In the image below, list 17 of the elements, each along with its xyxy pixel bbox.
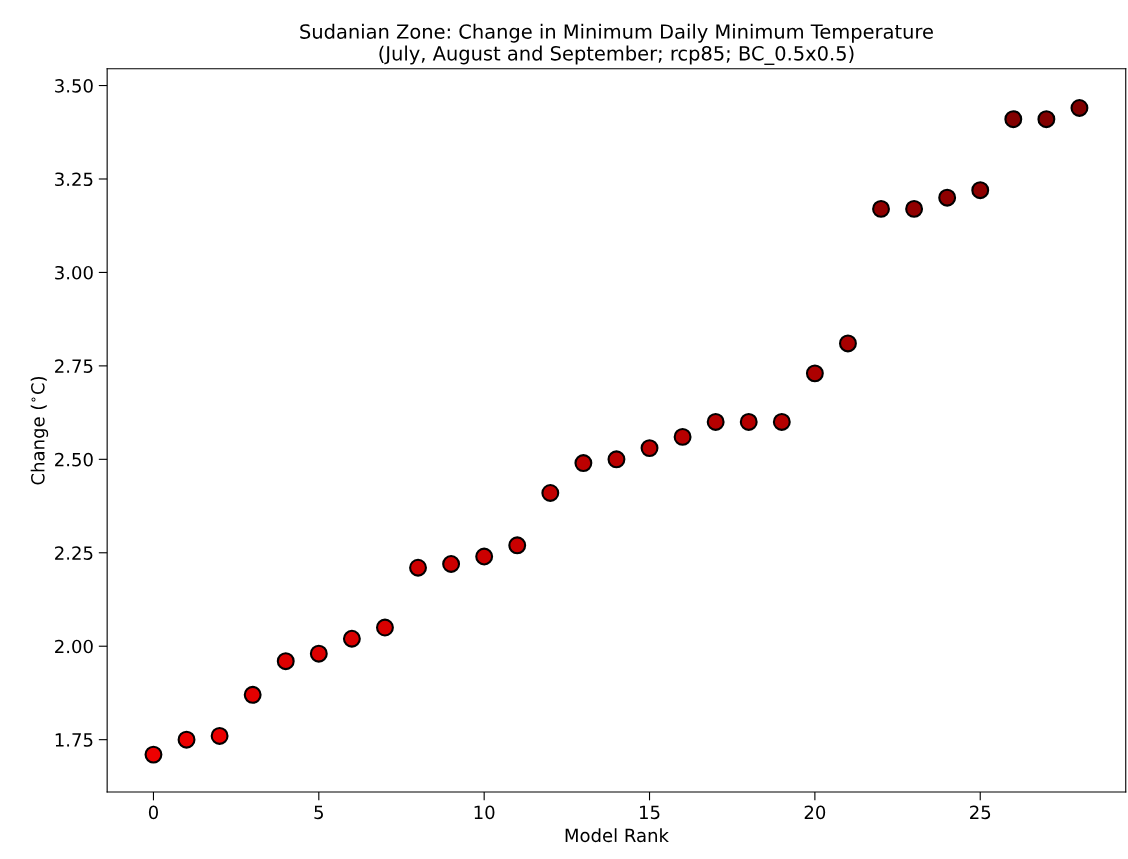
x-axis-title: Model Rank (565, 828, 669, 843)
x-tick-label: 15 (640, 805, 660, 820)
x-tick-label: 10 (474, 805, 495, 820)
y-axis-title: Change ($^{∘}$C) (30, 376, 49, 485)
y-tick-label: 2.75 (55, 359, 93, 373)
chart-title: Sudanian Zone: Change in Minimum Daily Minimum Temperature (July, August and September; rcp85; BC_0.5x0.5) (300, 23, 933, 65)
y-tick-label: 3.25 (55, 172, 93, 187)
y-tick-label: 3.00 (55, 265, 93, 280)
x-tick-label: 25 (970, 805, 991, 820)
y-tick-label: 1.75 (55, 733, 93, 747)
x-tick-label: 20 (804, 805, 826, 820)
x-tick-label: 5 (314, 805, 323, 820)
y-tick-label: 2.25 (55, 546, 93, 560)
y-tick-label: 2.50 (55, 452, 93, 467)
x-tick-label: 0 (148, 805, 158, 820)
y-tick-label: 3.50 (55, 79, 93, 93)
y-tick-label: 2.00 (55, 639, 93, 654)
